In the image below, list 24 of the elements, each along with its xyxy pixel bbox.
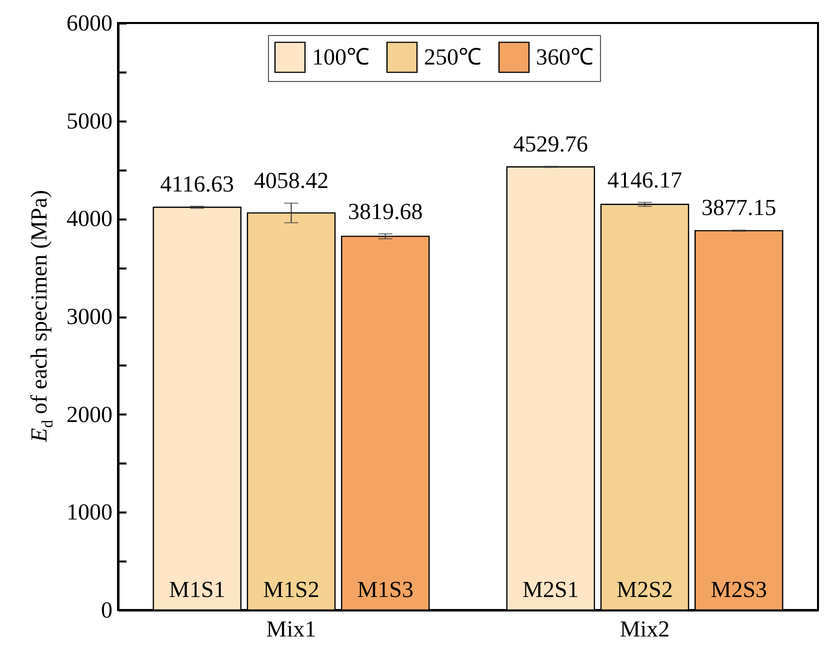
- y-tick-label: 5000: [66, 108, 112, 134]
- x-tick-label: Mix2: [620, 616, 670, 642]
- annotation: M1S2: [263, 577, 320, 602]
- data-label: 4116.63: [160, 171, 234, 196]
- legend-label: 100℃: [312, 44, 370, 70]
- annotation: M2S3: [710, 577, 768, 602]
- y-tick-label: 4000: [66, 206, 112, 232]
- data-label: 3877.15: [702, 195, 776, 220]
- y-tick-label: 1000: [66, 500, 112, 525]
- annotation: M2S2: [616, 577, 673, 602]
- annotation: M2S1: [522, 577, 579, 602]
- y-tick-label: 0: [101, 598, 112, 622]
- data-label: 4146.17: [607, 167, 682, 192]
- x-tick-label: Mix1: [266, 616, 316, 642]
- annotation: M1S1: [168, 577, 226, 602]
- y-tick-label: 6000: [66, 10, 112, 36]
- legend-label: 360℃: [536, 44, 594, 70]
- y-tick-label: 3000: [66, 304, 112, 329]
- annotation: M1S3: [357, 577, 414, 602]
- data-label: 3819.68: [348, 198, 423, 224]
- data-label: 4529.76: [513, 131, 588, 156]
- y-tick-label: 2000: [66, 402, 112, 427]
- legend-label: 250℃: [424, 44, 482, 70]
- data-label: 4058.42: [254, 168, 329, 194]
